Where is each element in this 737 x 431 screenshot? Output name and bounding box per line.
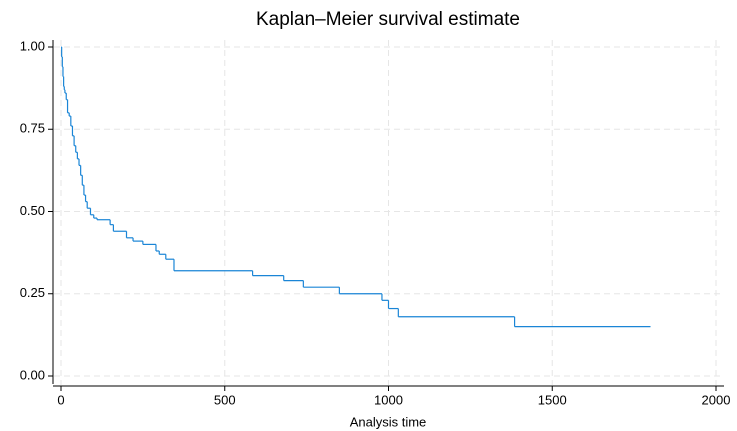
y-tick-label: 1.00 bbox=[20, 38, 45, 53]
y-tick-label: 0.25 bbox=[20, 285, 45, 300]
y-tick-label: 0.75 bbox=[20, 121, 45, 136]
x-axis-label: Analysis time bbox=[350, 414, 427, 429]
x-tick-label: 500 bbox=[214, 392, 236, 407]
y-tick-label: 0.00 bbox=[20, 367, 45, 382]
x-tick-label: 2000 bbox=[702, 392, 731, 407]
chart-title: Kaplan–Meier survival estimate bbox=[256, 9, 520, 30]
y-tick-label: 0.50 bbox=[20, 203, 45, 218]
x-tick-label: 0 bbox=[57, 392, 64, 407]
x-tick-label: 1000 bbox=[374, 392, 403, 407]
x-tick-label: 1500 bbox=[538, 392, 567, 407]
